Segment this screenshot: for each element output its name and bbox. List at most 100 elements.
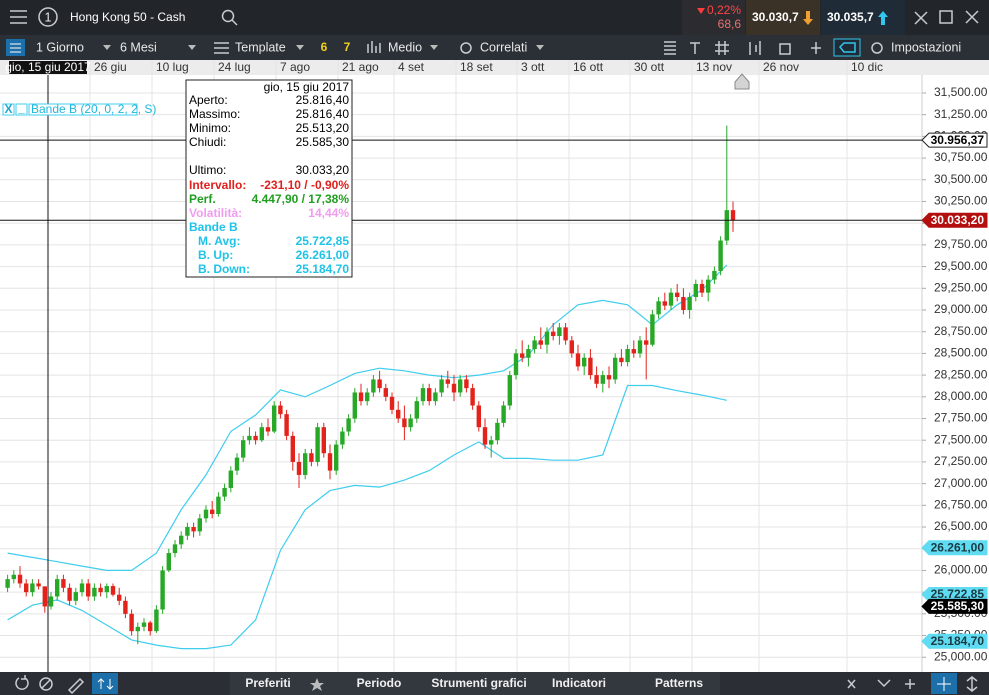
- price-tag: [921, 540, 988, 556]
- y-tick-label: 31,500.00: [934, 85, 988, 99]
- legend-close[interactable]: [2, 103, 15, 116]
- bottom-menu-item[interactable]: Indicatori: [552, 676, 606, 690]
- bottom-menu-item[interactable]: Strumenti grafici: [431, 676, 526, 690]
- candle-body: [644, 340, 649, 345]
- date-axis: [0, 60, 989, 75]
- candle-body: [61, 579, 66, 588]
- buy-price: 30.035,7: [827, 10, 874, 24]
- legend-minimize[interactable]: [15, 103, 28, 116]
- y-tick-label: 29,250.00: [934, 280, 988, 294]
- y-tick-label: 27,500.00: [934, 432, 988, 446]
- candle-body: [365, 392, 370, 402]
- candle-body: [538, 340, 543, 345]
- candle-body: [613, 357, 618, 380]
- candle-body: [67, 587, 72, 601]
- dropdown-arrow: [536, 45, 544, 50]
- range[interactable]: 6 Mesi: [120, 40, 157, 54]
- window-badge[interactable]: [38, 7, 58, 27]
- search-icon[interactable]: [221, 9, 238, 26]
- price-tag: [921, 633, 988, 649]
- y-tick-label: 31,250.00: [934, 107, 988, 121]
- candle-body: [197, 518, 202, 532]
- candle-body: [507, 375, 512, 406]
- candle-body: [520, 353, 525, 358]
- candle-body: [526, 349, 531, 358]
- dropdown-arrow: [103, 45, 111, 50]
- settings[interactable]: Impostazioni: [891, 40, 961, 54]
- tooltip-value: 25.816,40: [296, 107, 350, 121]
- candle-body: [241, 440, 246, 458]
- tooltip-value: 4.447,90 / 17,38%: [252, 192, 350, 206]
- toolbar: [0, 35, 989, 60]
- candle-body: [79, 583, 85, 593]
- tooltip-label: Bande B: [189, 220, 238, 234]
- candle-body: [451, 383, 457, 393]
- candle-body: [575, 353, 581, 367]
- tool-icons[interactable]: [664, 41, 821, 55]
- candle-body: [402, 418, 407, 428]
- plot: 31,500.0031,250.0031,000.0030,750.0030,5…: [0, 60, 988, 672]
- candle-body: [303, 453, 308, 475]
- crosshair-date: gio, 15 giu 2017: [5, 60, 91, 74]
- price-tag-label: 25.722,85: [931, 587, 985, 601]
- tooltip-label: Minimo:: [189, 121, 231, 135]
- window-controls[interactable]: [914, 10, 979, 25]
- menu-button[interactable]: [10, 10, 27, 24]
- tooltip-date: gio, 15 giu 2017: [264, 80, 350, 94]
- dropdown-arrow: [430, 45, 438, 50]
- marker-b[interactable]: 7: [344, 40, 351, 54]
- correlated[interactable]: Correlati: [480, 40, 527, 54]
- candle-body: [309, 453, 314, 462]
- candle-body: [724, 210, 729, 241]
- chart-style[interactable]: Medio: [388, 40, 422, 54]
- candle-body: [315, 427, 320, 462]
- candle-body: [104, 586, 109, 593]
- buy-box[interactable]: [821, 0, 905, 35]
- marker[interactable]: [734, 73, 750, 90]
- y-tick-label: 30,750.00: [934, 150, 988, 164]
- candle-body: [532, 340, 537, 350]
- down-arrow: [697, 8, 705, 14]
- candle-body: [582, 357, 587, 367]
- price-tag-label: 25.184,70: [931, 634, 985, 648]
- candle-body: [681, 296, 686, 310]
- settings-icon: [871, 42, 883, 54]
- candle-body: [544, 331, 550, 345]
- candle-body: [706, 279, 711, 293]
- candle-body: [265, 427, 271, 432]
- x-tick-label: 26 nov: [763, 60, 799, 74]
- tag-button[interactable]: [833, 38, 861, 57]
- tooltip-rows: Aperto: 25.816,40 Massimo: 25.816,40 Minimo:…: [189, 93, 349, 276]
- candle-body: [334, 444, 339, 471]
- candle-body: [427, 388, 432, 402]
- y-tick-label: 26,500.00: [934, 519, 988, 533]
- instrument-name: Hong Kong 50 - Cash: [70, 10, 185, 24]
- candle-body: [272, 405, 277, 432]
- candle-body: [210, 509, 215, 515]
- marker-a[interactable]: 6: [321, 40, 328, 54]
- candle-body: [470, 388, 475, 406]
- candle-body: [216, 496, 221, 515]
- bottom-menu-item[interactable]: Periodo: [357, 676, 402, 690]
- bottom-menu-item[interactable]: Patterns: [655, 676, 703, 690]
- candle-body: [458, 379, 463, 393]
- x-tick-label: 7 ago: [280, 60, 310, 74]
- bottom-menu-item[interactable]: Preferiti: [245, 676, 290, 690]
- template[interactable]: Template: [235, 40, 286, 54]
- y-tick-label: 29,500.00: [934, 259, 988, 273]
- candle-body: [98, 587, 103, 593]
- tooltip-label: Ultimo:: [189, 163, 226, 177]
- candle-body: [358, 392, 364, 402]
- tooltip-value: -231,10 / -0,90%: [260, 178, 349, 192]
- candle-body: [160, 570, 165, 610]
- candle-body: [414, 401, 419, 419]
- candle-body: [445, 379, 450, 384]
- tooltip-label: Volatilità:: [189, 206, 242, 220]
- interval[interactable]: 1 Giorno: [36, 40, 84, 54]
- price-tag-label: 30.033,20: [931, 213, 985, 227]
- bottom-tools[interactable]: [15, 673, 978, 695]
- legend-minimize-label: _: [17, 101, 25, 115]
- candle-body: [420, 388, 426, 402]
- candle-body: [439, 379, 444, 393]
